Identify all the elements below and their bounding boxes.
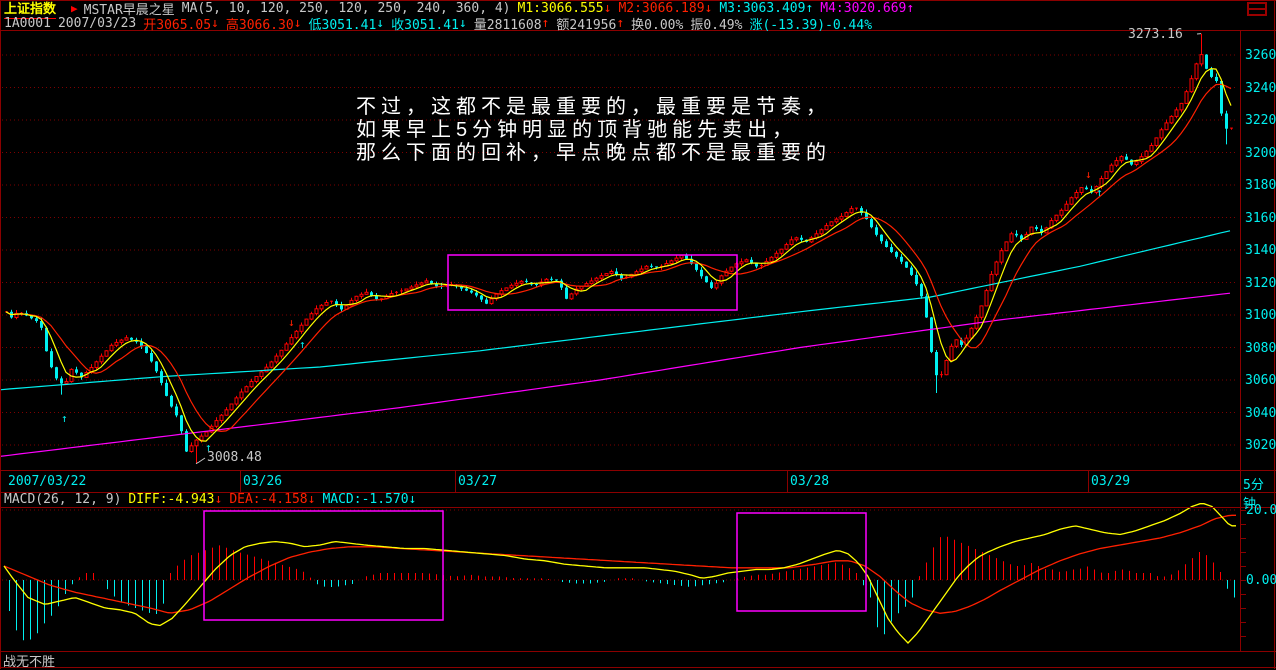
high-callout-label: 3273.16	[1128, 27, 1183, 42]
macd-header-bar: MACD(26, 12, 9) DIFF:-4.943 ↓ DEA:-4.158…	[4, 491, 417, 507]
date-axis-label: 03/27	[458, 474, 498, 489]
diff-value: DIFF:-4.943	[128, 491, 215, 507]
price-axis-label: 3100.0	[1245, 308, 1276, 323]
ma3-arrow-icon: ↑	[805, 0, 814, 16]
stock-code: 1A0001	[4, 15, 51, 31]
ma-line-MA5	[5, 67, 1232, 442]
header-bar: 上证指数 ▶ MSTAR早晨之星 MA(5, 10, 120, 250, 120…	[4, 0, 915, 19]
ma-params: MA(5, 10, 120, 250, 120, 250, 240, 360, …	[181, 0, 511, 16]
macd-axis-label: 0.00	[1246, 573, 1276, 588]
buy-signal-icon: ↑	[61, 412, 68, 425]
price-axis-label: 3040.0	[1245, 405, 1276, 421]
ma-line-MA250	[0, 292, 1231, 457]
date-axis-label: 03/26	[243, 474, 283, 489]
amount-value: 额241956	[556, 17, 617, 33]
price-axis-label: 3140.0	[1245, 243, 1276, 258]
price-axis-label: 3060.0	[1245, 373, 1276, 388]
dea-value: DEA:-4.158	[229, 491, 308, 507]
macd-indicator-name: MACD(26, 12, 9)	[4, 491, 122, 507]
annotation-text: 不过，这都不是最重要的，最重要是节奏， 如果早上5分钟明显的顶背驰能先卖出， 那…	[356, 96, 831, 165]
highlight-box	[447, 254, 738, 311]
change-value: 涨(-13.39)-0.44%	[749, 17, 873, 33]
highlight-box	[736, 512, 867, 612]
volume-arrow-icon: ↑	[541, 15, 550, 31]
close-value: 收3051.41	[391, 17, 459, 33]
ma4-arrow-icon: ↑	[906, 0, 915, 16]
period-label[interactable]: 5分钟	[1243, 478, 1264, 512]
status-bar: 战无不胜	[3, 655, 56, 670]
price-axis-label: 3020.0	[1245, 438, 1276, 453]
ma1-arrow-icon: ↓	[603, 0, 612, 16]
macd-value: MACD:-1.570	[322, 491, 409, 507]
dea-arrow-icon: ↓	[307, 491, 316, 507]
turnover-value: 换0.00%	[631, 17, 684, 33]
amplitude-value: 振0.49%	[690, 17, 743, 33]
open-value: 开3065.05	[143, 17, 212, 33]
price-axis-label: 3260.0	[1245, 48, 1276, 63]
price-axis-label: 3220.0	[1245, 113, 1276, 128]
ma2-arrow-icon: ↓	[704, 0, 713, 16]
macd-arrow-icon: ↓	[408, 491, 417, 507]
diff-arrow-icon: ↓	[214, 491, 223, 507]
annotation-line: 不过，这都不是最重要的，最重要是节奏，	[356, 96, 831, 118]
amount-arrow-icon: ↑	[616, 15, 625, 31]
ma2-value: M2:3066.189	[618, 0, 705, 16]
low-callout-label: 3008.48	[207, 450, 262, 465]
quote-info-bar: 1A0001 2007/03/23 开3065.05 ↓ 高3066.30 ↓ …	[4, 15, 873, 33]
quote-date: 2007/03/23	[57, 15, 137, 31]
low-value: 低3051.41	[308, 17, 377, 33]
ma4-value: M4:3020.669	[820, 0, 907, 16]
open-arrow-icon: ↓	[211, 15, 219, 31]
buy-signal-icon: ↑	[1096, 186, 1103, 199]
price-axis-label: 3240.0	[1245, 80, 1276, 96]
annotation-line: 那么下面的回补，早点晚点都不是最重要的	[356, 142, 831, 164]
ma-line-MA10	[5, 83, 1232, 433]
high-arrow-icon: ↓	[293, 15, 302, 31]
highlight-box	[203, 510, 444, 621]
highlight-boxes	[203, 254, 867, 621]
callout-pointers	[195, 33, 1202, 465]
ma-line-MA120	[0, 230, 1231, 391]
volume-value: 量2811608	[473, 17, 542, 33]
date-axis-label: 03/29	[1091, 474, 1131, 489]
daily-period-icon[interactable]	[1247, 2, 1267, 16]
symbol-name[interactable]: 上证指数	[4, 0, 57, 19]
macd-panel[interactable]	[3, 503, 1236, 644]
price-axis-label: 3200.0	[1245, 145, 1276, 161]
buy-signal-icon: ↑	[299, 338, 306, 351]
ma3-value: M3:3063.409	[719, 0, 806, 16]
price-axis-label: 3080.0	[1245, 340, 1276, 356]
ma1-value: M1:3066.555	[517, 0, 604, 16]
macd-axis-label: 20.00	[1246, 503, 1276, 518]
date-axis-label: 03/28	[790, 474, 830, 489]
price-axis-label: 3120.0	[1245, 275, 1276, 291]
date-axis-label: 2007/03/22	[8, 474, 87, 489]
sell-signal-icon: ↓	[1085, 168, 1092, 181]
high-value: 高3066.30	[225, 17, 294, 33]
price-axis-label: 3180.0	[1245, 178, 1276, 193]
sell-signal-icon: ↓	[288, 316, 295, 329]
annotation-line: 如果早上5分钟明显的顶背驰能先卖出，	[356, 119, 798, 141]
close-arrow-icon: ↓	[458, 15, 467, 31]
flag-icon: ▶	[71, 1, 78, 15]
ma-lines	[0, 67, 1232, 457]
price-axis-label: 3160.0	[1245, 210, 1276, 226]
candlestick-layer[interactable]	[5, 33, 1233, 464]
low-arrow-icon: ↓	[376, 15, 385, 31]
buy-signal-icon: ↑	[205, 441, 212, 454]
indicator-name: MSTAR早晨之星	[83, 2, 175, 18]
